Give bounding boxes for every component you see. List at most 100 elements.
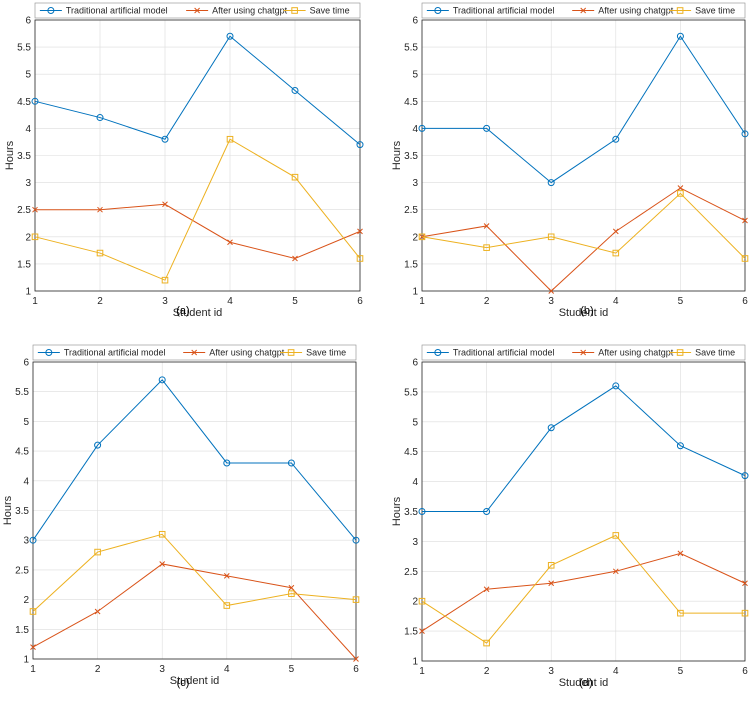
x-tick-label: 1 [30,664,36,675]
square-marker [483,639,490,647]
plot-area-frame [32,361,357,660]
x-axis-label: Student id [173,307,223,319]
square-marker [356,255,364,262]
circle-marker [483,124,491,132]
series-line-traditional [34,35,361,146]
circle-marker [676,32,684,40]
x-tick-label: 3 [548,296,554,307]
square-marker [547,233,555,241]
square-marker [547,562,555,569]
circle-marker [612,382,620,390]
legend-entry-label: After using chatgpt [598,348,674,358]
series-save [418,532,749,647]
x-marker [32,206,38,213]
series-chatgpt [419,550,748,634]
y-tick-label: 4 [412,124,418,135]
legend-entry-label: After using chatgpt [598,6,674,16]
chart-panel-c: 1 1.5 2 2.5 3 3.5 4 4.5 5 5.5 6 1 2 3 4 5 6 Student id Hou… [2,344,360,689]
square-marker [612,249,620,257]
x-axis-label: Student id [559,307,609,319]
series-line-save [34,138,361,281]
square-marker [677,609,684,617]
x-tick-label: 3 [162,296,168,307]
x-marker [548,288,555,294]
y-tick-label: 2.5 [404,567,418,578]
y-tick-label: 5 [412,70,418,81]
x-tick-label: 5 [678,666,684,677]
y-tick-label: 1 [25,287,31,298]
square-marker [418,597,426,605]
chart-panel-d: 1 1.5 2 2.5 3 3.5 4 4.5 5 5.5 6 1 2 3 4 5 6 Student id Hou… [391,344,749,689]
x-tick-label: 6 [353,664,359,675]
y-tick-label: 3 [25,178,31,189]
x-marker [191,349,198,356]
y-tick-label: 3.5 [17,151,31,162]
y-tick-label: 3 [412,178,418,189]
series-line-traditional [32,379,357,541]
x-marker [288,584,295,591]
y-tick-label: 5 [412,417,418,428]
x-marker [483,586,490,593]
y-tick-label: 5 [25,70,31,81]
x-marker [353,656,359,662]
series-chatgpt [32,201,363,262]
x-tick-label: 1 [32,296,38,307]
y-tick-label: 3.5 [404,151,418,162]
x-marker [162,201,168,208]
circle-marker [94,441,102,449]
x-marker [194,7,200,14]
x-marker [30,644,36,650]
x-axis-label: Student id [170,675,220,687]
circle-marker [356,141,364,149]
x-tick-label: 4 [613,666,619,677]
circle-marker [741,130,749,138]
y-tick-label: 6 [412,358,418,369]
x-axis-label: Student id [559,677,609,689]
x-tick-label: 6 [742,666,748,677]
circle-marker [547,179,555,187]
y-axis-label: Hours [2,495,14,525]
circle-marker [29,536,37,544]
series-traditional [418,382,749,515]
y-tick-label: 2 [25,232,31,243]
y-tick-label: 6 [23,358,29,369]
chart-panel-b: 1 1.5 2 2.5 3 3.5 4 4.5 5 5.5 6 1 2 3 4 5 6 Student id Hou… [391,2,749,319]
series-traditional [31,32,364,149]
y-tick-label: 1.5 [17,259,31,270]
x-tick-label: 4 [227,296,233,307]
y-tick-label: 2.5 [404,205,418,216]
square-marker [291,7,298,14]
y-tick-label: 2 [412,597,418,608]
circle-marker [45,349,53,356]
series-line-save [32,533,357,612]
legend-entry-label: Traditional artificial model [453,348,555,358]
y-tick-label: 4.5 [15,447,29,458]
legend-entry-label: After using chatgpt [209,348,285,358]
x-tick-label: 2 [97,296,103,307]
x-tick-label: 2 [484,296,490,307]
y-tick-label: 3.5 [404,507,418,518]
square-marker [161,276,169,284]
circle-marker [434,349,442,356]
y-tick-label: 5 [23,417,29,428]
square-marker [612,532,620,539]
x-tick-label: 2 [484,666,490,677]
x-tick-label: 6 [357,296,363,307]
x-marker [97,206,103,213]
series-traditional [418,32,749,187]
legend-entry-label: After using chatgpt [212,6,288,16]
x-marker [227,239,233,246]
legend-entry-label: Save time [695,6,735,16]
square-marker [226,135,234,143]
circle-marker [612,135,620,143]
series-save [29,530,360,615]
circle-marker [676,442,684,450]
x-marker [292,255,298,262]
square-marker [676,349,684,356]
series-line-chatgpt [421,552,746,632]
legend: Traditional artificial model After using … [34,2,361,19]
y-tick-label: 5.5 [404,387,418,398]
legend-entry-label: Traditional artificial model [64,348,166,358]
chart-panel-a: 1 1.5 2 2.5 3 3.5 4 4.5 5 5.5 6 1 2 3 4 5 6 Student id Hou… [4,2,364,319]
